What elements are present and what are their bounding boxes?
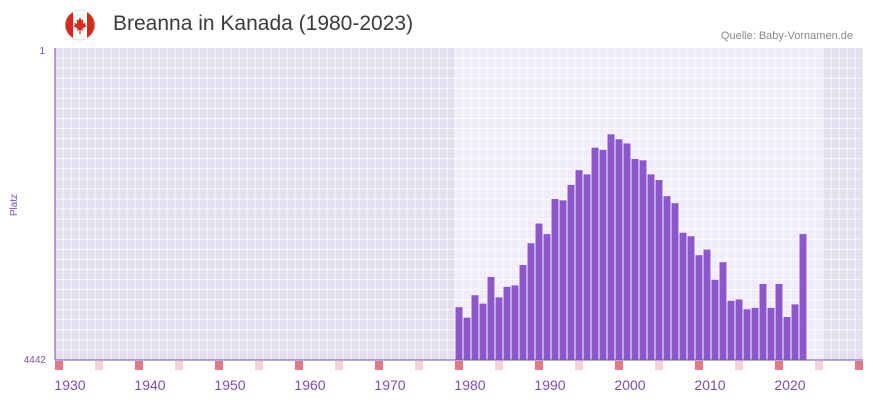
year-marker [175, 361, 183, 370]
axes [54, 48, 863, 361]
bar [663, 196, 671, 360]
bar [511, 285, 519, 360]
x-tick-label: 1960 [294, 377, 325, 393]
x-tick-label: 1980 [454, 377, 485, 393]
bar [711, 279, 719, 360]
year-marker [55, 361, 63, 370]
year-marker [695, 361, 703, 370]
bar [519, 265, 527, 360]
bar [799, 234, 807, 360]
year-marker [735, 361, 743, 370]
bar [599, 149, 607, 360]
bar [487, 276, 495, 360]
year-marker [455, 361, 463, 370]
bar [479, 303, 487, 360]
year-marker [495, 361, 503, 370]
year-marker [255, 361, 263, 370]
canada-flag-icon [64, 9, 96, 41]
bar [719, 262, 727, 360]
bar [775, 283, 783, 360]
bar [695, 255, 703, 360]
x-axis-ticks: 1930 1940 1950 1960 1970 1980 1990 2000 2010 2020 [54, 377, 805, 393]
year-marker [575, 361, 583, 370]
bar [679, 232, 687, 360]
bar [607, 134, 615, 360]
bar [791, 304, 799, 360]
bar [751, 307, 759, 360]
bar [575, 170, 583, 360]
x-tick-label: 1970 [374, 377, 405, 393]
bar [503, 286, 511, 360]
bar [759, 283, 767, 360]
x-tick-label: 1940 [134, 377, 165, 393]
year-marker [295, 361, 303, 370]
bar [655, 180, 663, 360]
bar [591, 147, 599, 360]
year-marker [655, 361, 663, 370]
bar [735, 299, 743, 360]
bar [559, 200, 567, 360]
bar [671, 203, 679, 360]
year-marker [375, 361, 383, 370]
year-marker [95, 361, 103, 370]
y-axis-label: Platz [9, 194, 20, 216]
year-marker [135, 361, 143, 370]
bar [783, 317, 791, 360]
year-marker [615, 361, 623, 370]
chart-title: Breanna in Kanada (1980-2023) [113, 12, 414, 35]
year-marker [855, 361, 863, 370]
bar [615, 139, 623, 360]
bar-series [455, 134, 807, 360]
bar [631, 158, 639, 360]
y-tick-bottom: 4442 [24, 355, 47, 366]
bar [703, 249, 711, 360]
x-tick-label: 1950 [214, 377, 245, 393]
bar [463, 317, 471, 360]
x-tick-label: 2000 [614, 377, 645, 393]
bar [495, 297, 503, 360]
bar [551, 198, 559, 360]
year-markers [55, 361, 863, 370]
x-tick-label: 2020 [774, 377, 805, 393]
x-tick-label: 1990 [534, 377, 565, 393]
bar [583, 174, 591, 360]
bar [743, 309, 751, 360]
bar [471, 295, 479, 360]
bar [647, 174, 655, 360]
bar [535, 223, 543, 360]
bar [727, 300, 735, 360]
year-marker [215, 361, 223, 370]
x-tick-label: 1930 [54, 377, 85, 393]
bar [455, 307, 463, 360]
year-marker [815, 361, 823, 370]
y-tick-top: 1 [39, 46, 45, 57]
source-label: Quelle: Baby-Vornamen.de [720, 30, 853, 42]
year-marker [415, 361, 423, 370]
bar [527, 243, 535, 360]
bar [567, 184, 575, 360]
bar [687, 236, 695, 360]
year-marker [775, 361, 783, 370]
bar [767, 307, 775, 360]
bar [543, 234, 551, 360]
x-tick-label: 2010 [694, 377, 725, 393]
bar [639, 160, 647, 360]
bar [623, 143, 631, 360]
year-marker [335, 361, 343, 370]
year-marker [535, 361, 543, 370]
